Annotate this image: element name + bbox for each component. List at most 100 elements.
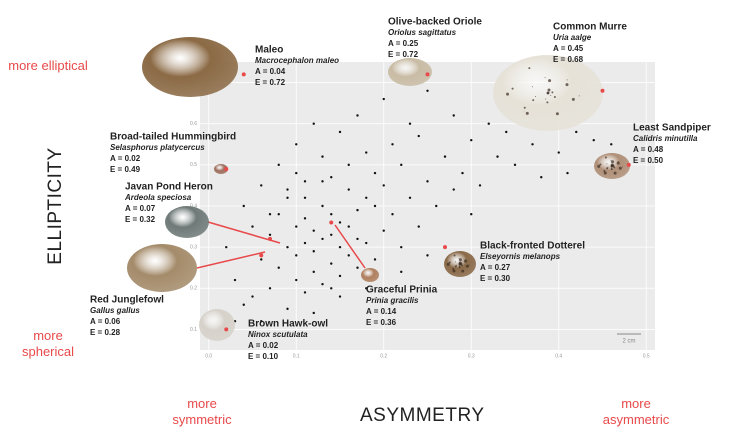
point: [260, 184, 263, 187]
y-tick-label: 0.1: [190, 327, 197, 333]
species-name: Brown Hawk-owl: [248, 319, 328, 330]
point: [575, 130, 578, 134]
point: [338, 221, 342, 224]
point: [417, 134, 420, 138]
egg-image: [199, 309, 235, 341]
species-latin: Ninox scutulata: [248, 330, 308, 339]
point: [312, 270, 315, 274]
species-latin: Oriolus sagittatus: [388, 28, 457, 37]
point: [268, 287, 272, 290]
asymmetry-label: A = 0.04: [255, 67, 286, 76]
point: [330, 233, 333, 236]
point: [470, 138, 473, 142]
pointer-line: [196, 251, 266, 269]
point: [356, 266, 359, 269]
species-latin: Gallus gallus: [90, 306, 140, 315]
point: [391, 143, 394, 146]
highlight-point: [329, 220, 334, 225]
point: [330, 176, 333, 179]
point: [382, 229, 385, 232]
point: [373, 171, 377, 175]
point: [470, 213, 473, 216]
ellipticity-label: E = 0.72: [388, 50, 419, 59]
asymmetry-label: A = 0.27: [480, 263, 511, 272]
point: [321, 204, 324, 208]
point: [408, 122, 412, 125]
highlight-point: [224, 327, 229, 332]
point: [312, 122, 315, 125]
point: [531, 143, 534, 146]
species-latin: Elseyornis melanops: [480, 252, 561, 261]
point: [400, 245, 403, 249]
point: [225, 245, 228, 249]
point: [338, 245, 342, 249]
ellipticity-label: E = 0.49: [110, 165, 141, 174]
point: [557, 151, 560, 154]
ellipticity-label: E = 0.68: [553, 55, 584, 64]
x-tick-label: 0.4: [555, 353, 562, 359]
species-name: Red Junglefowl: [90, 295, 164, 306]
point: [260, 320, 263, 323]
egg-image: [127, 244, 197, 292]
point: [286, 307, 289, 311]
egg-image: [388, 58, 432, 86]
ellipticity-label: E = 0.28: [90, 328, 121, 337]
point: [417, 225, 420, 228]
point: [303, 241, 307, 245]
point: [610, 143, 613, 146]
species-latin: Calidris minutilla: [633, 134, 698, 143]
ellipticity-label: E = 0.30: [480, 274, 511, 283]
point: [400, 270, 403, 274]
point: [365, 196, 368, 199]
y-tick-label: 0.2: [190, 286, 197, 292]
highlight-point: [259, 253, 264, 258]
species-name: Black-fronted Dotterel: [480, 241, 585, 252]
y-axis-title: ELLIPTICITY: [45, 147, 66, 265]
point: [365, 241, 368, 245]
point: [426, 254, 429, 257]
egg-image: [361, 268, 379, 282]
point: [251, 295, 254, 298]
point: [365, 151, 368, 154]
x-tick-label: 0.3: [468, 353, 475, 359]
highlight-point: [425, 72, 430, 77]
highlight-point: [268, 236, 272, 241]
point: [260, 258, 263, 261]
egg-image: [214, 164, 228, 174]
x-tick-label: 0.5: [643, 353, 650, 359]
species-latin: Ardeola speciosa: [124, 193, 192, 202]
point: [338, 130, 342, 134]
point: [321, 282, 324, 286]
asymmetry-label: A = 0.45: [553, 44, 584, 53]
point: [408, 196, 412, 199]
y-tick-label: 0.6: [190, 121, 197, 127]
point: [277, 163, 280, 167]
species-latin: Macrocephalon maleo: [255, 56, 339, 65]
point: [303, 196, 307, 199]
point: [295, 171, 298, 175]
highlight-point: [224, 166, 229, 171]
point: [330, 262, 333, 265]
point: [330, 213, 333, 216]
point: [268, 233, 272, 236]
ellipticity-label: E = 0.36: [366, 318, 397, 327]
species-latin: Selasphorus platycercus: [110, 143, 205, 152]
point: [303, 217, 307, 220]
point: [295, 278, 298, 282]
point: [321, 180, 324, 183]
egg-image: [165, 206, 209, 238]
point: [330, 287, 333, 290]
asymmetry-label: A = 0.07: [125, 204, 156, 213]
point: [443, 155, 447, 158]
point: [382, 184, 385, 187]
point: [347, 254, 350, 257]
point: [505, 130, 508, 134]
point: [496, 155, 499, 158]
asymmetry-label: A = 0.06: [90, 317, 121, 326]
highlight-point: [241, 72, 246, 77]
x-tick-label: 0.0: [205, 353, 212, 359]
point: [312, 311, 315, 315]
annotation: more symmetric: [172, 396, 232, 427]
highlight-point: [600, 88, 605, 93]
